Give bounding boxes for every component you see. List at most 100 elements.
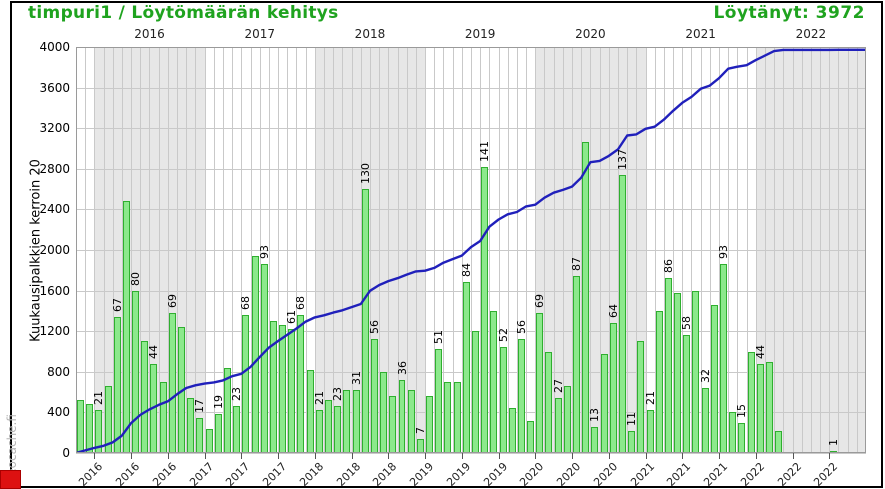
month-bar xyxy=(122,201,130,453)
top-year-label: 2017 xyxy=(244,27,275,41)
month-bar xyxy=(426,396,434,453)
month-bar xyxy=(573,276,581,453)
bar-value-label: 1 xyxy=(827,438,841,446)
month-bar xyxy=(609,323,617,453)
value-gridline xyxy=(76,47,866,48)
bar-value-label: 93 xyxy=(257,245,271,260)
month-bar xyxy=(95,410,103,453)
month-bar xyxy=(242,314,250,453)
corner-red-box xyxy=(0,470,21,489)
bar-value-label: 21 xyxy=(643,391,657,406)
bar-value-label: 93 xyxy=(717,245,731,260)
month-bar xyxy=(775,430,783,453)
month-bar xyxy=(196,418,204,453)
x-tick xyxy=(388,453,390,459)
month-bar xyxy=(646,410,654,453)
y-tick-label: 400 xyxy=(47,405,70,420)
x-tick xyxy=(94,453,96,459)
month-bar xyxy=(517,339,525,453)
bar-value-label: 13 xyxy=(588,407,602,422)
x-tick xyxy=(131,453,133,459)
month-bar xyxy=(830,450,838,453)
month-bar xyxy=(435,349,443,453)
bar-value-label: 80 xyxy=(129,271,143,286)
value-gridline xyxy=(76,87,866,89)
month-bar xyxy=(756,363,764,453)
month-bar xyxy=(582,142,590,453)
month-bar xyxy=(664,278,672,453)
month-bar xyxy=(472,331,479,453)
bar-value-label: 11 xyxy=(625,411,639,426)
bar-value-label: 56 xyxy=(367,320,381,335)
bar-value-label: 67 xyxy=(110,297,124,312)
month-bar xyxy=(655,310,663,453)
month-bar xyxy=(279,325,287,453)
top-year-label: 2022 xyxy=(795,27,827,41)
y-tick-label: 2800 xyxy=(39,161,70,176)
month-bar xyxy=(159,381,167,453)
bar-value-label: 32 xyxy=(698,369,712,384)
bar-value-label: 86 xyxy=(661,259,675,274)
bar-value-label: 87 xyxy=(570,257,584,272)
month-bar xyxy=(720,264,727,453)
month-bar xyxy=(150,363,158,453)
y-tick-label: 1200 xyxy=(39,324,70,339)
top-year-label: 2019 xyxy=(464,27,496,41)
bar-value-label: 21 xyxy=(312,391,326,406)
x-tick xyxy=(829,453,831,459)
month-bar xyxy=(481,166,489,453)
month-bar xyxy=(444,381,452,453)
geocache-watermark: Geocache.fi xyxy=(5,414,19,485)
month-bar xyxy=(104,386,112,453)
month-bar xyxy=(214,414,222,453)
bar-value-label: 52 xyxy=(496,328,510,343)
month-bar xyxy=(554,398,562,453)
month-bar xyxy=(683,335,691,453)
month-bar xyxy=(260,264,268,453)
bar-value-label: 31 xyxy=(349,371,363,386)
bar-value-label: 15 xyxy=(735,403,749,418)
month-bar xyxy=(499,347,507,453)
bar-value-label: 69 xyxy=(165,293,179,308)
month-bar xyxy=(380,371,388,453)
bar-value-label: 69 xyxy=(533,293,547,308)
x-tick xyxy=(608,453,610,459)
month-bar xyxy=(113,316,121,453)
month-bar xyxy=(334,406,342,453)
month-bar xyxy=(223,367,231,453)
value-gridline xyxy=(76,168,866,170)
bar-value-label: 68 xyxy=(294,295,308,310)
x-tick xyxy=(535,453,537,459)
bar-value-label: 23 xyxy=(331,387,345,402)
x-tick xyxy=(425,453,427,459)
month-bar xyxy=(370,339,378,453)
x-tick xyxy=(351,453,353,459)
month-bar xyxy=(600,353,608,453)
month-bar xyxy=(325,400,332,453)
bar-value-label: 27 xyxy=(551,379,565,394)
month-bar xyxy=(545,351,553,453)
value-gridline xyxy=(76,128,866,130)
month-bar xyxy=(628,430,636,453)
month-bar xyxy=(527,420,535,453)
month-bar xyxy=(77,400,84,453)
month-bar xyxy=(178,327,186,453)
value-gridline xyxy=(76,453,866,454)
month-bar xyxy=(168,312,176,453)
month-bar xyxy=(306,369,314,453)
bar-value-label: 36 xyxy=(395,360,409,375)
value-gridline xyxy=(76,331,866,333)
value-gridline xyxy=(76,209,866,211)
x-tick xyxy=(498,453,500,459)
month-bar xyxy=(352,390,360,453)
month-bar xyxy=(729,412,737,453)
month-bar xyxy=(591,426,599,453)
x-tick xyxy=(314,453,316,459)
bar-value-label: 7 xyxy=(413,426,427,434)
found-count-label: Löytänyt: 3972 xyxy=(713,3,865,23)
top-year-label: 2016 xyxy=(134,27,165,41)
month-bar xyxy=(416,438,424,453)
x-tick xyxy=(719,453,721,459)
x-tick xyxy=(755,453,757,459)
